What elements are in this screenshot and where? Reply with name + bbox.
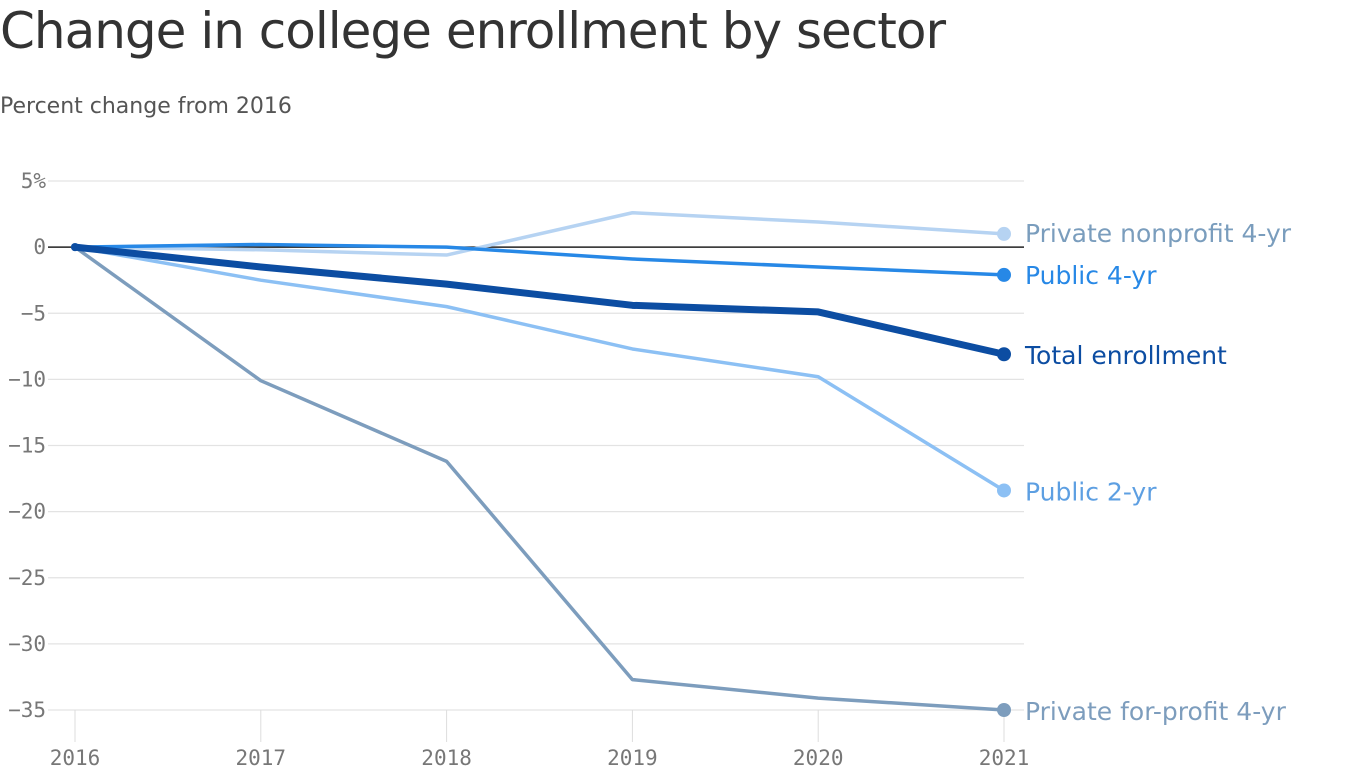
series-label-private-nonprofit-4-yr: Private nonprofit 4-yr <box>1025 219 1292 248</box>
y-tick-label: −10 <box>8 367 46 391</box>
y-tick-label: 5% <box>21 169 47 193</box>
x-tick-label: 2020 <box>793 746 844 768</box>
series-label-total-enrollment: Total enrollment <box>1024 341 1227 370</box>
y-axis-ticks: 5% 0 −5 −10 −15 −20 −25 −30 −35 <box>8 169 46 722</box>
series-labels: Private nonprofit 4-yr Public 4-yr Public … <box>1024 219 1292 726</box>
x-tick-label: 2019 <box>607 746 658 768</box>
end-point-public-2-yr <box>997 483 1011 498</box>
y-tick-label: −15 <box>8 434 46 458</box>
y-tick-label: −30 <box>8 632 46 656</box>
end-point-private-for-profit-4-yr <box>997 703 1011 717</box>
x-tick-label: 2021 <box>979 746 1030 768</box>
y-tick-label: −5 <box>21 301 46 325</box>
chart-title: Change in college enrollment by sector <box>0 2 946 60</box>
x-axis-ticks: 2016 2017 2018 2019 2020 2021 <box>50 710 1030 768</box>
series-line-public-4-yr <box>73 242 1006 277</box>
series-line-private-nonprofit-4-yr <box>73 210 1006 257</box>
series-line-private-for-profit-4-yr <box>73 245 1006 712</box>
y-tick-label: −25 <box>8 566 46 590</box>
chart-subtitle: Percent change from 2016 <box>0 94 292 119</box>
series-line-public-2-yr <box>73 245 1006 493</box>
series-label-private-for-profit-4-yr: Private for-profit 4-yr <box>1025 697 1287 726</box>
start-point <box>71 243 79 252</box>
end-point-public-4-yr <box>997 267 1011 282</box>
y-tick-label: −35 <box>8 698 46 722</box>
series-label-public-4-yr: Public 4-yr <box>1025 261 1157 290</box>
y-tick-label: −20 <box>8 500 46 524</box>
series-lines <box>71 210 1011 717</box>
series-line-total-enrollment <box>71 243 1008 358</box>
end-point-private-nonprofit-4-yr <box>997 226 1011 241</box>
x-tick-label: 2017 <box>236 746 287 768</box>
x-tick-label: 2016 <box>50 746 101 768</box>
end-point-total-enrollment <box>997 347 1011 362</box>
x-tick-label: 2018 <box>421 746 472 768</box>
gridlines <box>48 180 1024 711</box>
y-tick-label: 0 <box>33 235 46 259</box>
series-label-public-2-yr: Public 2-yr <box>1025 477 1157 506</box>
